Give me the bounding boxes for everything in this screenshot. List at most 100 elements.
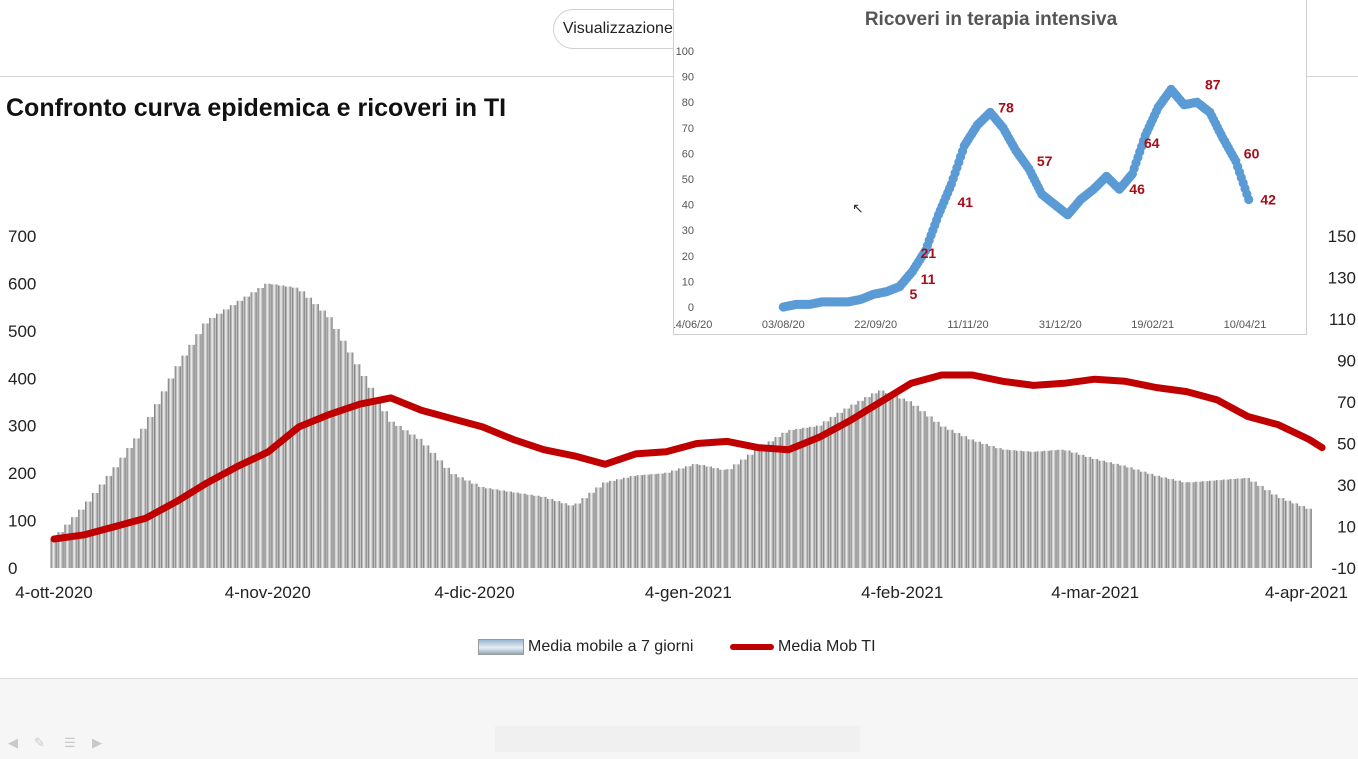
bar-mark	[305, 297, 313, 568]
bar-mark	[1160, 477, 1168, 568]
legend-line: Media Mob TI	[730, 638, 876, 656]
bar-mark	[684, 466, 692, 568]
right-axis-tick-label: 70	[1337, 393, 1356, 412]
bar-mark	[126, 448, 133, 568]
bar-mark	[340, 340, 347, 568]
inset-data-label: 60	[1244, 145, 1260, 161]
right-axis-tick-label: 10	[1337, 518, 1356, 537]
bar-mark	[457, 477, 464, 568]
bar-mark	[836, 412, 843, 568]
inset-chart-title: Ricoveri in terapia intensiva	[864, 9, 1118, 30]
bar-mark	[678, 468, 685, 568]
inset-y-tick-label: 80	[682, 97, 694, 109]
bar-mark	[581, 498, 588, 568]
inset-data-label: 11	[921, 271, 936, 287]
bar-mark	[753, 449, 761, 568]
inset-y-tick-label: 30	[682, 225, 694, 237]
bar-mark	[1202, 481, 1209, 568]
right-axis-tick-label: 30	[1337, 476, 1356, 495]
bar-mark	[946, 429, 954, 568]
inset-y-tick-label: 10	[682, 276, 694, 288]
prev-arrow-icon[interactable]: ◀	[8, 735, 18, 750]
bar-mark	[519, 493, 526, 568]
bar-mark	[312, 304, 319, 568]
bar-mark	[1305, 508, 1312, 568]
bar-mark	[871, 393, 878, 568]
bar-mark	[898, 398, 906, 568]
x-axis-tick-label: 4-ott-2020	[15, 583, 93, 602]
bar-mark	[402, 430, 409, 568]
bar-mark	[933, 421, 940, 568]
bar-mark	[795, 428, 802, 568]
bar-mark	[919, 411, 926, 568]
inset-data-label: 21	[921, 245, 937, 261]
bar-mark	[353, 364, 361, 568]
left-axis-tick-label: 300	[8, 417, 36, 436]
inset-y-tick-label: 20	[682, 251, 694, 263]
right-axis-tick-label: 130	[1328, 269, 1356, 288]
bar-mark	[1195, 481, 1202, 568]
bar-mark	[216, 313, 223, 568]
scatter-point	[1244, 194, 1254, 205]
left-axis-tick-label: 0	[8, 559, 17, 578]
bar-mark	[484, 488, 492, 568]
left-axis-tick-label: 400	[8, 369, 36, 388]
legend-bars-label: Media mobile a 7 giorni	[528, 638, 694, 655]
bar-mark	[615, 479, 623, 568]
bar-mark	[133, 438, 140, 568]
bar-mark	[602, 482, 609, 568]
bar-mark	[367, 387, 375, 568]
bar-mark	[1188, 482, 1195, 568]
bar-mark	[1271, 494, 1278, 568]
bar-mark	[167, 378, 175, 568]
bar-mark	[940, 426, 947, 568]
bar-mark	[491, 489, 499, 568]
bar-mark	[471, 483, 478, 568]
bar-mark	[1057, 449, 1064, 568]
bar-mark	[422, 445, 430, 568]
inset-x-tick-label: 22/09/20	[854, 319, 897, 331]
slide-title: Confronto curva epidemica e ricoveri in …	[6, 94, 507, 122]
bar-mark	[719, 469, 726, 568]
bar-mark	[374, 399, 381, 568]
bar-mark	[1015, 450, 1023, 568]
bar-mark	[912, 405, 919, 568]
menu-icon[interactable]: ☰	[64, 735, 76, 750]
series-line-media-mob-ti	[50, 371, 1326, 543]
bar-mark	[222, 309, 230, 568]
inset-data-label: 57	[1037, 153, 1053, 169]
bar-mark	[450, 474, 457, 568]
bar-mark	[1250, 481, 1257, 568]
right-axis-tick-label: 110	[1329, 310, 1356, 329]
pen-icon[interactable]: ✎	[34, 735, 45, 750]
bar-mark	[988, 445, 995, 568]
bar-mark	[1277, 498, 1285, 568]
bar-mark	[229, 305, 237, 568]
bar-mark	[1291, 503, 1299, 568]
left-axis-tick-label: 600	[8, 274, 36, 293]
bar-mark	[147, 416, 154, 568]
bar-mark	[326, 317, 333, 568]
bar-mark	[57, 532, 64, 568]
bar-mark	[1146, 473, 1154, 568]
bar-mark	[1112, 463, 1119, 568]
bar-mark	[1119, 465, 1126, 568]
bar-mark	[995, 448, 1002, 568]
bar-mark	[202, 323, 209, 568]
bar-mark	[1036, 451, 1043, 568]
right-axis-tick-label: 50	[1337, 435, 1356, 454]
bar-mark	[188, 344, 195, 568]
bar-mark	[1140, 471, 1147, 568]
inset-chart: 0 10 20 30 40 50 60 70 80 90 100 14/06/20 03/08/20 2…	[674, 46, 1276, 331]
bar-mark	[388, 421, 395, 568]
bar-mark	[1098, 460, 1106, 568]
bar-mark	[560, 503, 568, 568]
bar-mark	[1022, 451, 1030, 568]
inset-data-label: 42	[1260, 192, 1276, 208]
x-axis-tick-label: 4-feb-2021	[861, 583, 943, 602]
inset-data-label: 64	[1144, 135, 1160, 151]
next-arrow-icon[interactable]: ▶	[92, 735, 102, 750]
inset-x-tick-label: 14/06/20	[674, 319, 712, 331]
bar-mark	[809, 426, 816, 568]
bar-mark	[1167, 479, 1174, 568]
